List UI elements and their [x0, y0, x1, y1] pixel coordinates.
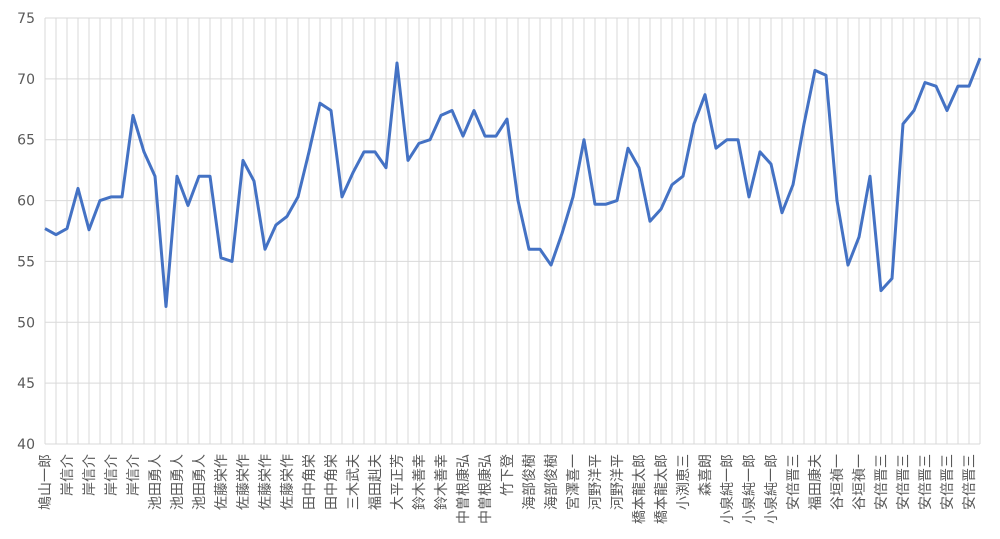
x-tick-label: 池田勇人	[192, 454, 208, 510]
x-tick-label: 谷垣禎一	[852, 454, 868, 510]
x-tick-label: 小渕恵三	[676, 454, 692, 510]
x-tick-label: 海部俊樹	[544, 454, 560, 510]
x-tick-label: 小泉純一郎	[741, 454, 758, 524]
x-tick-label: 佐藤栄作	[214, 454, 230, 510]
x-tick-label: 安倍晋三	[962, 454, 978, 510]
y-tick-label: 40	[17, 437, 35, 453]
x-tick-label: 河野洋平	[610, 454, 626, 510]
x-tick-label: 中曽根康弘	[477, 454, 494, 524]
x-tick-label: 安倍晋三	[874, 454, 890, 510]
x-tick-label: 池田勇人	[170, 454, 186, 510]
x-tick-label: 安倍晋三	[940, 454, 956, 510]
x-tick-label: 海部俊樹	[522, 454, 538, 510]
x-tick-label: 佐藤栄作	[258, 454, 274, 510]
x-tick-label: 竹下登	[500, 454, 516, 496]
x-tick-label: 中曽根康弘	[455, 454, 472, 524]
x-tick-label: 池田勇人	[148, 454, 164, 510]
x-tick-label: 鳩山一郎	[38, 454, 54, 510]
x-tick-label: 小泉純一郎	[763, 454, 780, 524]
x-tick-label: 佐藤栄作	[236, 454, 252, 510]
x-tick-label: 鈴木善幸	[434, 454, 450, 510]
x-tick-label: 谷垣禎一	[830, 454, 846, 510]
y-tick-label: 45	[17, 376, 35, 392]
x-tick-label: 岸信介	[60, 454, 76, 496]
y-tick-label: 75	[17, 11, 35, 27]
y-tick-label: 65	[17, 133, 35, 149]
x-tick-label: 田中角栄	[324, 454, 340, 510]
x-tick-label: 岸信介	[82, 454, 98, 496]
x-tick-label: 安倍晋三	[896, 454, 912, 510]
x-tick-label: 福田赳夫	[368, 454, 384, 510]
x-tick-label: 福田康夫	[807, 454, 824, 510]
x-tick-label: 三木武夫	[346, 454, 362, 510]
series-line	[44, 57, 982, 308]
y-tick-label: 70	[17, 72, 35, 88]
x-tick-label: 安倍晋三	[786, 454, 802, 510]
x-tick-label: 橋本龍太郎	[631, 454, 648, 524]
x-tick-label: 河野洋平	[588, 454, 604, 510]
x-tick-label: 小泉純一郎	[719, 454, 736, 524]
x-tick-label: 田中角栄	[302, 454, 318, 510]
x-tick-label: 大平正芳	[389, 454, 406, 510]
x-tick-label: 岸信介	[126, 454, 142, 496]
x-tick-label: 鈴木善幸	[412, 454, 428, 510]
x-tick-label: 岸信介	[104, 454, 120, 496]
x-tick-label: 安倍晋三	[918, 454, 934, 510]
x-tick-label: 森喜朗	[698, 454, 714, 496]
x-tick-label: 佐藤栄作	[280, 454, 296, 510]
x-tick-label: 宮澤喜一	[566, 454, 582, 510]
x-tick-label: 橋本龍太郎	[653, 454, 670, 524]
y-tick-label: 60	[17, 194, 35, 210]
y-tick-label: 55	[17, 254, 35, 270]
y-tick-label: 50	[17, 315, 35, 331]
